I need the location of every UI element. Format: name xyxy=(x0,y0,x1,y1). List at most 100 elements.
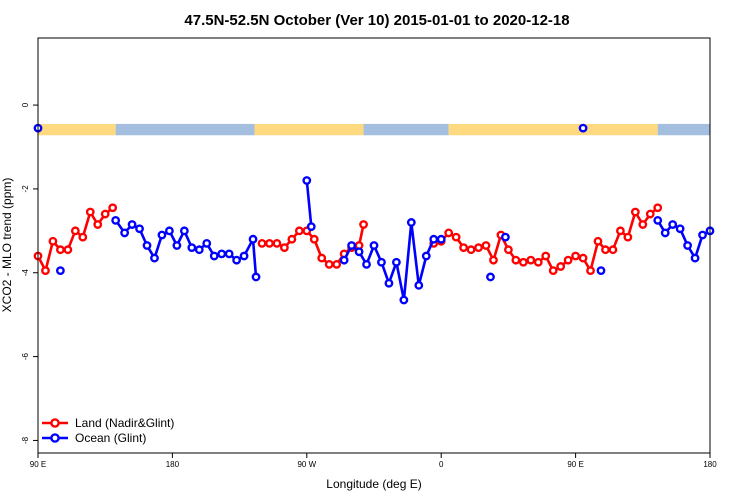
data-point xyxy=(436,234,446,244)
strip-land-segment xyxy=(254,123,364,136)
data-point xyxy=(248,234,258,244)
legend-label: Ocean (Glint) xyxy=(75,431,146,445)
data-point xyxy=(306,222,316,232)
data-point xyxy=(265,239,274,248)
series-ocean xyxy=(33,123,715,305)
data-point xyxy=(653,215,663,225)
series-line xyxy=(305,180,313,227)
x-tick-label: 180 xyxy=(703,460,717,469)
legend: Land (Nadir&Glint)Ocean (Glint) xyxy=(42,416,174,445)
y-axis: 0 -2 -4 -6 -8 xyxy=(21,102,38,444)
data-point xyxy=(339,255,349,265)
data-point xyxy=(377,257,386,267)
data-point xyxy=(533,257,543,267)
data-point xyxy=(459,243,468,252)
data-point xyxy=(272,239,282,248)
chart-title: 47.5N-52.5N October (Ver 10) 2015-01-01 … xyxy=(184,12,569,29)
data-point xyxy=(232,255,242,265)
strip-land-segment xyxy=(448,123,658,136)
data-point xyxy=(668,220,678,229)
data-point xyxy=(347,241,356,250)
x-axis-label: Longitude (deg E) xyxy=(326,477,421,491)
data-point xyxy=(362,259,371,269)
data-point xyxy=(474,243,483,252)
plot-frame xyxy=(37,37,711,454)
data-point xyxy=(239,251,249,261)
legend-marker xyxy=(50,433,60,443)
x-tick-label: 0 xyxy=(439,460,444,469)
data-point xyxy=(63,245,73,255)
data-point xyxy=(309,234,319,244)
data-point xyxy=(111,215,121,225)
data-point xyxy=(194,245,204,255)
data-point xyxy=(100,209,110,219)
series-layer xyxy=(33,123,715,305)
data-point xyxy=(332,259,342,269)
data-point xyxy=(41,266,50,276)
data-point xyxy=(294,226,304,236)
y-tick-label: -4 xyxy=(21,269,30,277)
data-point xyxy=(399,295,409,305)
data-point xyxy=(511,255,521,265)
data-point xyxy=(466,245,476,255)
data-point xyxy=(698,230,707,240)
data-point xyxy=(541,251,551,261)
data-point xyxy=(616,226,625,236)
strip-land-segment xyxy=(38,123,116,136)
data-point xyxy=(429,234,439,244)
data-point xyxy=(414,280,424,290)
data-point xyxy=(56,245,65,255)
data-point xyxy=(70,226,80,236)
data-point xyxy=(127,220,137,229)
data-point xyxy=(150,253,159,263)
strip-ocean-segment xyxy=(657,123,710,136)
data-point xyxy=(578,253,588,263)
x-axis: 90 E 180 90 W 0 90 E 180 xyxy=(30,453,717,469)
data-point xyxy=(645,209,655,219)
legend-label: Land (Nadir&Glint) xyxy=(75,416,174,430)
x-tick-label: 90 W xyxy=(297,460,316,469)
data-point xyxy=(172,241,182,250)
data-point xyxy=(563,255,573,265)
data-point xyxy=(354,247,364,257)
data-point xyxy=(630,207,640,217)
data-point xyxy=(451,232,461,242)
data-point xyxy=(444,228,454,238)
x-tick-label: 180 xyxy=(166,460,180,469)
data-point xyxy=(279,243,289,252)
data-point xyxy=(56,266,65,276)
data-point xyxy=(391,257,401,267)
data-point xyxy=(623,232,633,242)
data-point xyxy=(93,220,103,229)
data-point xyxy=(108,203,118,213)
data-point xyxy=(78,232,88,242)
data-point xyxy=(85,207,95,217)
data-point xyxy=(501,232,510,242)
data-point xyxy=(165,226,174,236)
data-point xyxy=(675,224,685,234)
data-point xyxy=(406,218,416,227)
data-point xyxy=(179,226,189,236)
data-point xyxy=(596,266,606,276)
data-point xyxy=(157,230,167,240)
data-point xyxy=(257,239,267,248)
data-point xyxy=(548,266,558,276)
strip-ocean-segment xyxy=(363,123,449,136)
data-point xyxy=(421,251,431,261)
data-point xyxy=(217,249,227,259)
y-tick-label: 0 xyxy=(21,102,30,107)
data-point xyxy=(142,241,152,250)
data-point xyxy=(251,272,261,282)
data-point xyxy=(608,245,618,255)
data-point xyxy=(556,262,566,271)
legend-marker xyxy=(50,418,60,428)
x-tick-label: 90 E xyxy=(30,460,46,469)
data-point xyxy=(486,272,495,282)
y-axis-label: XCO2 - MLO trend (ppm) xyxy=(0,178,14,313)
data-point xyxy=(359,220,368,229)
data-point xyxy=(324,259,334,269)
data-point xyxy=(518,257,528,267)
data-point xyxy=(601,245,610,255)
data-point xyxy=(481,241,491,250)
